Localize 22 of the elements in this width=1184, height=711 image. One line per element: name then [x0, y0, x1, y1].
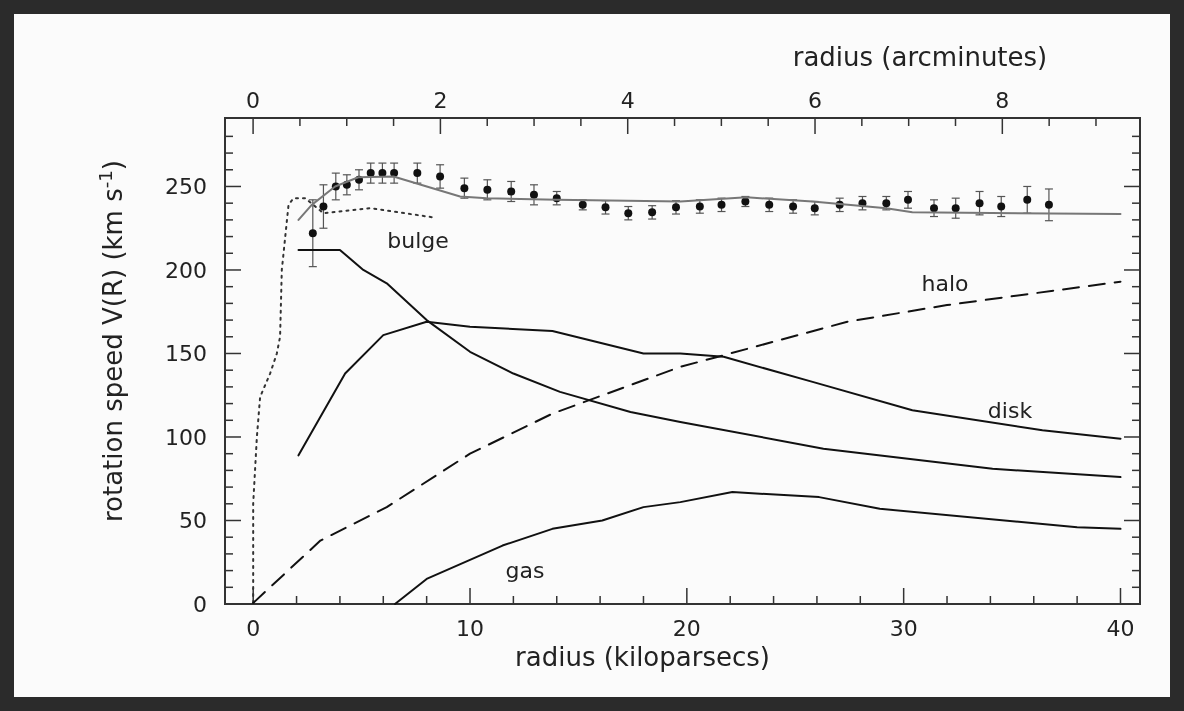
- y-tick-label: 0: [193, 592, 207, 617]
- y-tick-label: 250: [165, 174, 207, 200]
- x-tick-label: 0: [246, 616, 261, 641]
- x-tick-label: 10: [456, 616, 485, 641]
- series-label: bulge: [387, 228, 449, 253]
- x-tick-label: 20: [672, 616, 701, 641]
- x2-axis-title: radius (arcminutes): [792, 42, 1048, 72]
- x2-tick-label: 6: [808, 88, 823, 113]
- series-label: gas: [505, 558, 545, 583]
- series-label: disk: [987, 398, 1033, 423]
- x-tick-label: 40: [1106, 616, 1135, 641]
- y-tick-label: 100: [165, 424, 207, 450]
- x2-tick-label: 4: [620, 88, 635, 113]
- y-tick-label: 50: [179, 508, 207, 534]
- x2-tick-label: 0: [246, 88, 261, 113]
- x-axis-title: radius (kiloparsecs): [515, 642, 770, 672]
- x2-tick-label: 8: [995, 88, 1010, 113]
- x-tick-label: 30: [889, 616, 918, 641]
- series-label: halo: [921, 271, 969, 296]
- y-tick-label: 200: [165, 257, 207, 283]
- y-tick-label: 150: [165, 341, 207, 367]
- x2-tick-label: 2: [433, 88, 448, 113]
